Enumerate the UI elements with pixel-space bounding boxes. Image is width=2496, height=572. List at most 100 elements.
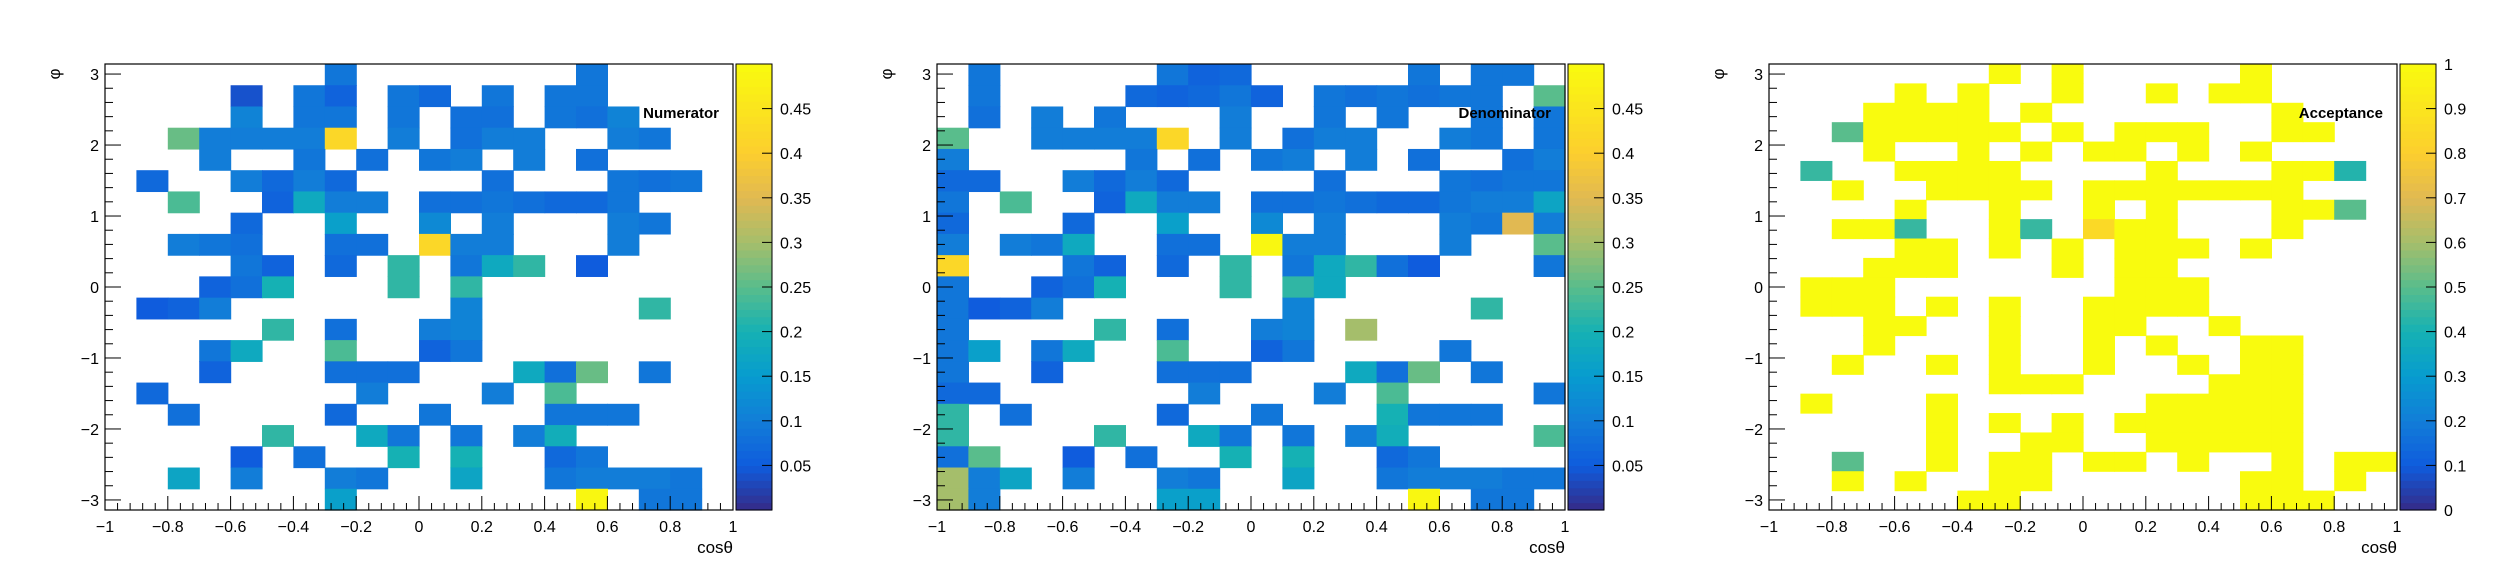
heatmap-cell (1988, 219, 2021, 240)
heatmap-cell (356, 233, 389, 256)
color-scale-swatch (1568, 472, 1604, 481)
color-scale-label: 0.1 (2444, 458, 2466, 475)
color-scale-swatch (2400, 443, 2436, 452)
color-scale-swatch (1568, 339, 1604, 348)
color-scale-label: 0.45 (1612, 102, 1643, 119)
heatmap-cell (2145, 393, 2178, 414)
color-scale-swatch (736, 353, 772, 362)
heatmap-cell (968, 467, 1001, 490)
color-scale-swatch (1568, 78, 1604, 87)
heatmap-cell (576, 85, 608, 108)
heatmap-cell (2240, 238, 2272, 259)
heatmap-cell (1094, 425, 1126, 447)
heatmap-cell (1831, 354, 1864, 375)
heatmap-cell (1533, 425, 1566, 447)
heatmap-cell (1863, 316, 1896, 337)
heatmap-cell (1894, 238, 1927, 259)
color-scale-swatch (2400, 279, 2436, 288)
heatmap-cell (937, 212, 969, 235)
heatmap-cell (1533, 170, 1566, 193)
heatmap-cell (1094, 191, 1126, 214)
color-scale-swatch (736, 420, 772, 429)
heatmap-cell (607, 191, 640, 214)
heatmap-cell (1988, 374, 2021, 395)
color-scale-swatch (736, 78, 772, 87)
heatmap-cell (167, 403, 200, 426)
color-scale-swatch (2400, 428, 2436, 437)
heatmap-cell (937, 361, 969, 384)
heatmap-cell (2271, 102, 2304, 123)
heatmap-cell (1800, 277, 1833, 298)
color-scale-swatch (736, 190, 772, 199)
heatmap-cell (481, 106, 514, 129)
x-tick-label: 0.4 (2197, 519, 2219, 536)
color-scale-swatch (1568, 361, 1604, 370)
color-scale-swatch (2400, 145, 2436, 154)
heatmap-cell (1408, 148, 1440, 171)
heatmap-cell (999, 233, 1032, 256)
heatmap-cell (1439, 85, 1472, 108)
color-scale-swatch (1568, 465, 1604, 474)
heatmap-cell (607, 467, 640, 490)
heatmap-cell (1831, 219, 1864, 240)
heatmap-cell (1988, 335, 2021, 356)
heatmap-cell (1926, 102, 1958, 123)
heatmap-cell (1863, 102, 1896, 123)
color-scale-swatch (2400, 108, 2436, 117)
heatmap-cell (167, 191, 200, 214)
color-scale-swatch (1568, 405, 1604, 414)
heatmap-cell (968, 340, 1001, 362)
heatmap-cell (230, 467, 263, 490)
x-tick-label: 0.2 (1303, 519, 1325, 536)
heatmap-cell (1219, 85, 1252, 108)
heatmap-cell (2271, 451, 2304, 472)
heatmap-cell (1470, 64, 1503, 86)
heatmap-cell (1894, 160, 1927, 181)
color-scale-swatch (736, 138, 772, 147)
heatmap-cell (1894, 471, 1927, 492)
color-scale-swatch (2400, 287, 2436, 296)
heatmap-cell (2240, 413, 2272, 434)
heatmap-cell (199, 127, 232, 150)
heatmap-cell (1282, 148, 1315, 171)
heatmap-cell (1894, 219, 1927, 240)
heatmap-cell (450, 127, 483, 150)
color-scale-swatch (2400, 316, 2436, 325)
heatmap-cell (544, 191, 577, 214)
color-scale-swatch (1568, 480, 1604, 489)
heatmap-cell (2177, 354, 2210, 375)
x-tick-label: −0.4 (1942, 519, 1974, 536)
color-scale-swatch (1568, 301, 1604, 310)
color-scale-swatch (736, 123, 772, 132)
heatmap-cell (1376, 191, 1409, 214)
color-scale-swatch (2400, 301, 2436, 310)
heatmap-cell (1831, 180, 1864, 201)
heatmap-cell (262, 276, 294, 299)
color-scale-swatch (1568, 182, 1604, 191)
color-scale-swatch (2400, 331, 2436, 340)
heatmap-cell (2240, 471, 2272, 492)
color-scale-swatch (2400, 153, 2436, 162)
color-scale-swatch (1568, 316, 1604, 325)
heatmap-cell (356, 425, 389, 447)
heatmap-cell (1251, 318, 1283, 341)
color-scale-label: 0.2 (780, 325, 802, 342)
heatmap-cell (419, 403, 451, 426)
x-tick-label: −0.8 (152, 519, 184, 536)
heatmap-cell (638, 127, 671, 150)
heatmap-cell (1800, 393, 1833, 414)
color-scale-swatch (736, 383, 772, 392)
x-tick-label: −0.4 (1110, 519, 1142, 536)
heatmap-cell (1188, 85, 1221, 108)
color-scale-label: 0.1 (1612, 414, 1634, 431)
heatmap-cell (1219, 446, 1252, 469)
y-tick-label: 0 (1754, 280, 1763, 297)
heatmap-cell (1439, 233, 1472, 256)
heatmap-cell (1376, 403, 1409, 426)
heatmap-cell (2083, 141, 2115, 162)
color-scale-swatch (736, 205, 772, 214)
heatmap-cell (1831, 451, 1864, 472)
color-scale-label: 0.2 (2444, 414, 2466, 431)
heatmap-cell (1156, 488, 1189, 511)
color-scale-swatch (736, 257, 772, 266)
